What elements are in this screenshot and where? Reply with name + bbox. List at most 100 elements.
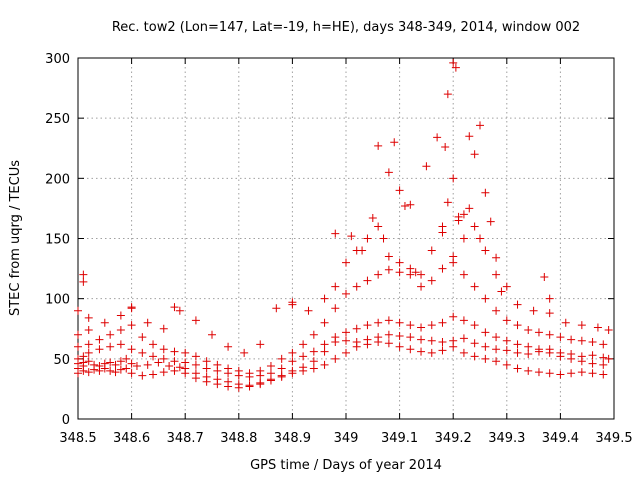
x-tick-label: 349.3 bbox=[488, 431, 525, 446]
data-point bbox=[352, 324, 361, 333]
data-point bbox=[567, 335, 576, 344]
data-point bbox=[545, 348, 554, 357]
data-point bbox=[427, 246, 436, 255]
data-point bbox=[100, 364, 109, 373]
data-point bbox=[138, 333, 147, 342]
data-point bbox=[342, 258, 350, 267]
data-point bbox=[513, 364, 522, 373]
data-point bbox=[331, 229, 340, 238]
data-point bbox=[427, 276, 436, 285]
x-tick-label: 348.9 bbox=[274, 431, 311, 446]
data-point bbox=[342, 289, 350, 298]
y-tick-label: 300 bbox=[45, 52, 70, 67]
data-point bbox=[406, 321, 415, 330]
data-point bbox=[438, 318, 447, 327]
data-point bbox=[459, 270, 468, 279]
data-point bbox=[481, 246, 490, 255]
data-point bbox=[181, 358, 190, 367]
data-point bbox=[470, 222, 479, 231]
data-point bbox=[374, 318, 383, 327]
data-point bbox=[470, 352, 479, 361]
data-point bbox=[577, 336, 586, 345]
data-point bbox=[277, 372, 286, 381]
data-point bbox=[256, 340, 265, 349]
data-point bbox=[443, 198, 452, 207]
data-point bbox=[492, 306, 501, 315]
data-point bbox=[159, 368, 168, 377]
data-point bbox=[202, 377, 211, 386]
data-point bbox=[79, 366, 88, 375]
data-point bbox=[395, 318, 404, 327]
data-point bbox=[588, 369, 597, 378]
data-point bbox=[438, 264, 447, 273]
data-point bbox=[309, 364, 318, 373]
data-point bbox=[502, 282, 511, 291]
data-point bbox=[443, 90, 452, 99]
data-point bbox=[352, 282, 361, 291]
data-point bbox=[395, 186, 404, 195]
data-point bbox=[470, 150, 479, 159]
data-point bbox=[476, 234, 484, 243]
data-point bbox=[481, 328, 490, 337]
data-point bbox=[272, 304, 281, 313]
data-point bbox=[427, 348, 436, 357]
data-point bbox=[342, 328, 350, 337]
data-point bbox=[395, 258, 404, 267]
data-point bbox=[127, 303, 136, 312]
data-point bbox=[384, 265, 393, 274]
data-point bbox=[170, 347, 179, 356]
data-point bbox=[277, 354, 286, 363]
data-point bbox=[395, 331, 404, 340]
data-point bbox=[556, 333, 565, 342]
x-tick-label: 349.5 bbox=[595, 431, 632, 446]
data-point bbox=[604, 354, 613, 363]
data-point bbox=[492, 345, 501, 354]
data-point bbox=[256, 366, 265, 375]
data-point bbox=[116, 365, 125, 374]
data-point bbox=[438, 346, 447, 355]
data-point bbox=[561, 318, 570, 327]
data-point bbox=[288, 348, 297, 357]
data-point bbox=[191, 316, 200, 325]
data-point bbox=[524, 366, 533, 375]
data-point bbox=[556, 352, 565, 361]
data-point bbox=[486, 217, 495, 226]
data-point bbox=[138, 348, 147, 357]
data-point bbox=[363, 276, 372, 285]
data-point bbox=[175, 363, 184, 372]
data-point bbox=[320, 294, 329, 303]
data-point bbox=[384, 330, 393, 339]
data-point bbox=[90, 365, 99, 374]
data-point bbox=[497, 287, 506, 296]
data-point bbox=[363, 321, 372, 330]
data-point bbox=[556, 370, 565, 379]
data-point bbox=[191, 374, 200, 383]
data-point bbox=[604, 325, 613, 334]
data-point bbox=[95, 366, 104, 375]
data-point bbox=[374, 222, 383, 231]
data-point bbox=[545, 369, 554, 378]
data-point bbox=[513, 321, 522, 330]
data-point bbox=[170, 357, 179, 366]
data-point bbox=[74, 342, 82, 351]
data-point bbox=[363, 234, 372, 243]
data-point bbox=[567, 354, 576, 363]
data-point bbox=[390, 138, 399, 147]
data-point bbox=[154, 358, 163, 367]
data-point bbox=[309, 357, 318, 366]
data-point bbox=[277, 364, 286, 373]
data-point bbox=[111, 360, 120, 369]
data-point bbox=[95, 335, 104, 344]
data-point bbox=[363, 340, 372, 349]
data-point bbox=[470, 282, 479, 291]
data-point bbox=[374, 270, 383, 279]
data-point bbox=[320, 318, 329, 327]
data-point bbox=[331, 354, 340, 363]
data-point bbox=[202, 357, 211, 366]
data-point bbox=[513, 300, 522, 309]
data-point bbox=[502, 346, 511, 355]
data-point bbox=[331, 282, 340, 291]
data-point bbox=[438, 222, 447, 231]
grid-lines bbox=[78, 58, 614, 419]
data-point bbox=[288, 298, 297, 307]
